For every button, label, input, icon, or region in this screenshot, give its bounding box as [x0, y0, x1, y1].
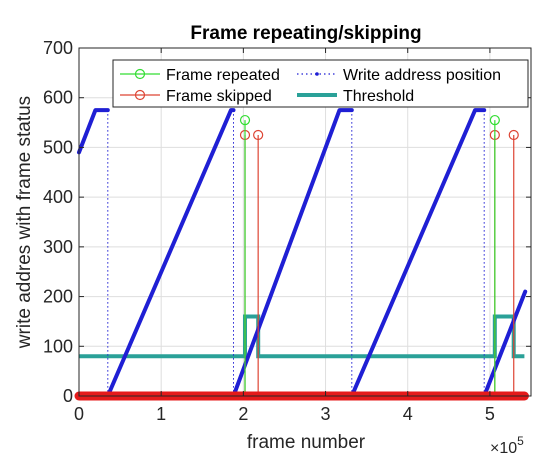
legend-label-repeated: Frame repeated [166, 67, 280, 84]
axis-ticks: 0 1 2 3 4 5 0 100 200 300 400 500 600 700 [43, 38, 531, 424]
write-address-segment-8 [482, 289, 528, 398]
x-exponent-power: 5 [517, 434, 524, 448]
repeated-marker-0 [239, 114, 251, 126]
x-axis-label: frame number [247, 432, 366, 453]
legend-marker-repeated [134, 68, 146, 80]
y-axis-label: write addres with frame status [14, 96, 35, 349]
x-tick-label-5: 5 [485, 404, 495, 424]
y-tick-label-1: 100 [43, 336, 73, 356]
x-exponent-label: ×105 [490, 434, 524, 457]
skipped-marker-1 [253, 129, 264, 141]
chart-title: Frame repeating/skipping [190, 23, 421, 44]
x-tick-label-2: 2 [238, 404, 248, 424]
y-tick-label-4: 400 [43, 187, 73, 207]
x-tick-label-3: 3 [321, 404, 331, 424]
x-tick-label-1: 1 [156, 404, 166, 424]
x-tick-label-4: 4 [403, 404, 413, 424]
y-tick-label-2: 200 [43, 287, 73, 307]
skipped-marker-3 [508, 129, 519, 141]
y-tick-label-3: 300 [43, 237, 73, 257]
x-exponent-base: ×10 [490, 440, 517, 457]
y-tick-label-7: 700 [43, 38, 73, 58]
legend-label-write-address: Write address position [343, 67, 501, 84]
threshold-line [79, 314, 525, 359]
x-tick-label-0: 0 [74, 404, 84, 424]
legend-box [112, 59, 529, 108]
repeated-marker-1 [489, 114, 500, 126]
y-tick-label-0: 0 [63, 386, 73, 406]
y-tick-label-6: 600 [43, 88, 73, 108]
legend-marker-skipped [134, 89, 146, 101]
write-address-segment-6 [349, 108, 487, 398]
legend-label-threshold: Threshold [343, 88, 414, 105]
write-address-segment-4 [231, 108, 354, 398]
plot-area [74, 108, 529, 401]
axes-box [78, 47, 532, 397]
y-tick-label-5: 500 [43, 137, 73, 157]
legend-label-skipped: Frame skipped [166, 88, 272, 105]
legend: Frame repeated Frame skipped Write addre… [112, 59, 529, 108]
write-address-segment-2 [105, 108, 236, 398]
legend-marker-write-address [315, 72, 319, 76]
write-address-segment-0 [77, 108, 110, 155]
